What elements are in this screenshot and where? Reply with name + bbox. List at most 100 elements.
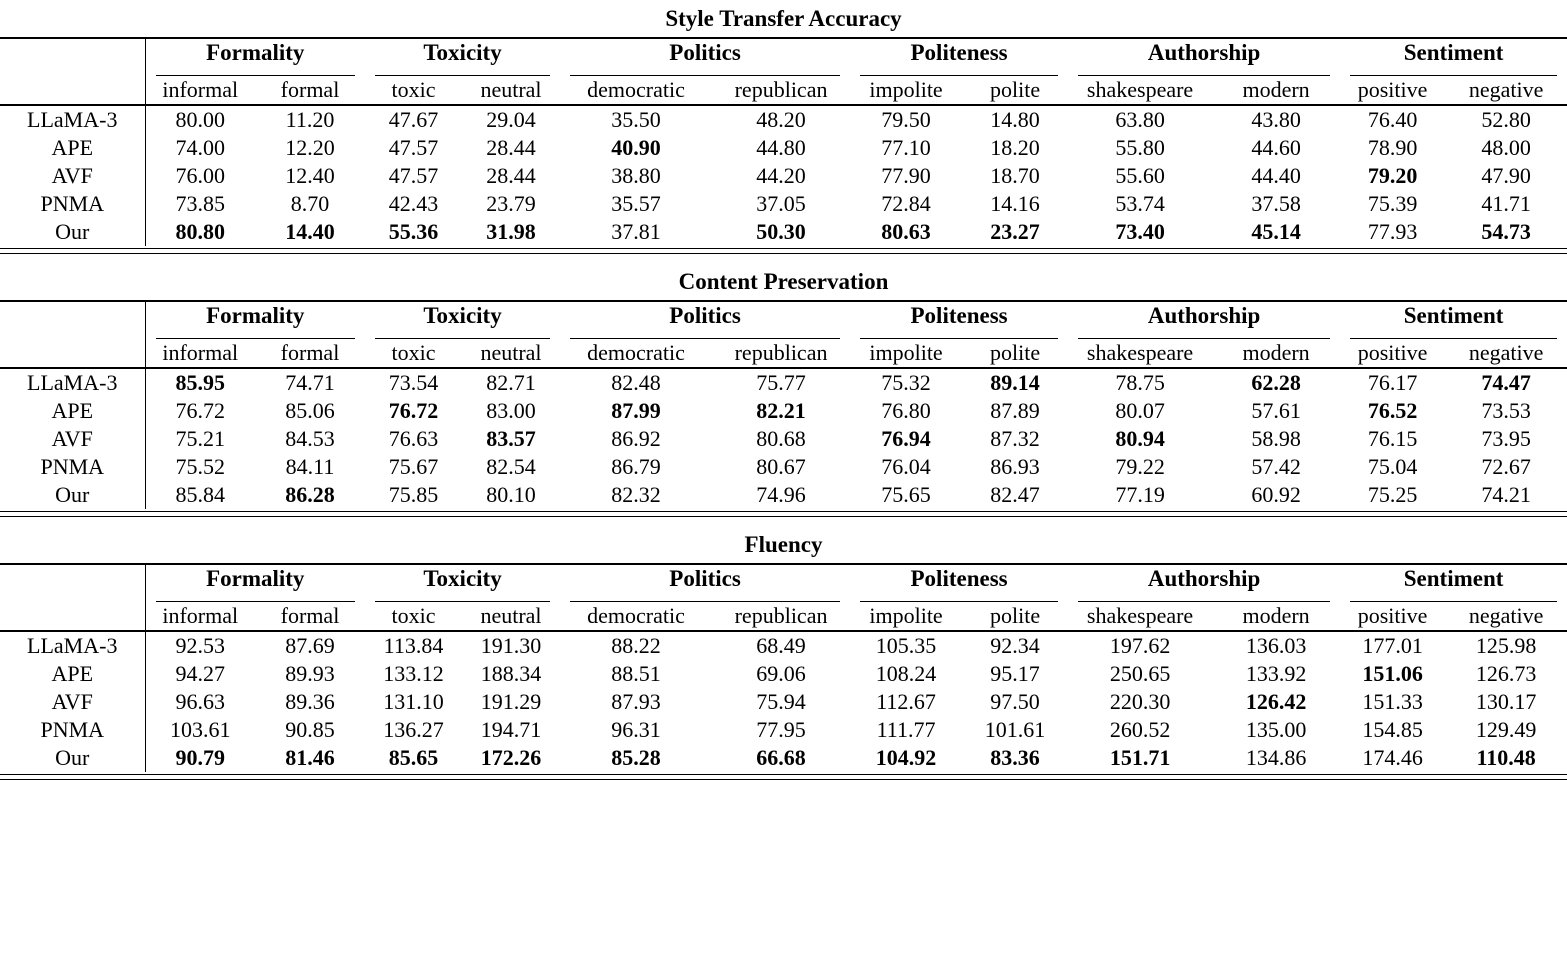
column-group-toxicity: Toxicity xyxy=(365,38,560,76)
column-header-impolite: impolite xyxy=(850,76,963,106)
value-cell: 76.52 xyxy=(1367,398,1418,423)
value-cell: 174.46 xyxy=(1362,745,1423,770)
value-cell: 76.04 xyxy=(881,454,931,479)
value-cell: 75.52 xyxy=(175,454,226,479)
value-cell: 53.74 xyxy=(1115,191,1165,216)
value-cell: 85.65 xyxy=(388,745,439,770)
value-cell: 177.01 xyxy=(1362,633,1423,658)
column-header-neutral: neutral xyxy=(462,339,561,369)
table-row-avf: AVF 76.00 12.40 47.57 28.44 38.80 44.20 77.90 18… xyxy=(0,162,1567,190)
value-cell: 110.48 xyxy=(1476,745,1536,770)
value-cell: 69.06 xyxy=(756,661,806,686)
value-cell: 105.35 xyxy=(875,633,937,658)
value-cell: 76.80 xyxy=(881,398,931,423)
value-cell: 76.72 xyxy=(388,398,439,423)
value-cell: 104.92 xyxy=(875,745,937,770)
row-label: PNMA xyxy=(0,190,146,218)
value-cell: 44.20 xyxy=(756,163,806,188)
column-header-positive: positive xyxy=(1340,602,1446,632)
column-group-label: Politeness xyxy=(860,39,1059,76)
stub-cell xyxy=(0,38,146,76)
value-cell: 47.67 xyxy=(388,107,439,132)
group-header-row: Formality Toxicity Politics Politeness Autho… xyxy=(0,564,1567,602)
value-cell: 35.50 xyxy=(611,107,661,132)
value-cell: 45.14 xyxy=(1251,219,1301,244)
value-cell: 134.86 xyxy=(1245,745,1307,770)
value-cell: 48.20 xyxy=(756,107,806,132)
value-cell: 77.95 xyxy=(756,717,806,742)
value-cell: 85.95 xyxy=(175,370,226,395)
row-label: LLaMA-3 xyxy=(0,368,146,397)
table-row-our: Our 80.80 14.40 55.36 31.98 37.81 50.30 80.63 23… xyxy=(0,218,1567,246)
row-label: APE xyxy=(0,397,146,425)
column-group-label: Authorship xyxy=(1078,39,1331,76)
value-cell: 28.44 xyxy=(486,135,536,160)
value-cell: 84.11 xyxy=(285,454,335,479)
style-transfer-accuracy-section: Style Transfer Accuracy Formality Toxicit… xyxy=(0,0,1567,254)
value-cell: 80.00 xyxy=(175,107,226,132)
subheader-row: informal formal toxic neutral democratic repu… xyxy=(0,339,1567,369)
column-header-democratic: democratic xyxy=(560,602,713,632)
column-header-toxic: toxic xyxy=(365,339,463,369)
value-cell: 101.61 xyxy=(984,717,1046,742)
value-cell: 90.79 xyxy=(175,745,226,770)
column-header-polite: polite xyxy=(962,76,1069,106)
value-cell: 75.85 xyxy=(388,482,439,507)
value-cell: 75.67 xyxy=(388,454,439,479)
row-label: PNMA xyxy=(0,716,146,744)
value-cell: 131.10 xyxy=(383,689,444,714)
column-group-label: Toxicity xyxy=(375,39,551,76)
column-group-toxicity: Toxicity xyxy=(365,564,560,602)
value-cell: 88.51 xyxy=(611,661,661,686)
value-cell: 154.85 xyxy=(1362,717,1423,742)
column-header-democratic: democratic xyxy=(560,76,713,106)
value-cell: 126.42 xyxy=(1245,689,1307,714)
column-header-toxic: toxic xyxy=(365,602,463,632)
column-header-informal: informal xyxy=(145,339,255,369)
double-rule xyxy=(0,511,1567,517)
value-cell: 55.80 xyxy=(1115,135,1165,160)
column-header-formal: formal xyxy=(255,339,366,369)
subheader-row: informal formal toxic neutral democratic repu… xyxy=(0,602,1567,632)
column-header-republican: republican xyxy=(712,602,851,632)
group-header-row: Formality Toxicity Politics Politeness Autho… xyxy=(0,38,1567,76)
row-label: AVF xyxy=(0,162,146,190)
content-preservation-section: Content Preservation Formality Toxicity Po… xyxy=(0,254,1567,517)
value-cell: 75.21 xyxy=(175,426,226,451)
value-cell: 191.29 xyxy=(480,689,542,714)
column-header-modern: modern xyxy=(1212,339,1341,369)
value-cell: 136.03 xyxy=(1245,633,1307,658)
column-group-label: Formality xyxy=(155,302,356,339)
value-cell: 220.30 xyxy=(1109,689,1171,714)
value-cell: 188.34 xyxy=(480,661,542,686)
table-row-ape: APE 94.27 89.93 133.12 188.34 88.51 69.06 108.2… xyxy=(0,660,1567,688)
value-cell: 82.21 xyxy=(756,398,806,423)
column-group-label: Authorship xyxy=(1078,302,1331,339)
value-cell: 89.93 xyxy=(285,661,335,686)
value-cell: 89.14 xyxy=(990,370,1040,395)
table-row-avf: AVF 75.21 84.53 76.63 83.57 86.92 80.68 76.94 87… xyxy=(0,425,1567,453)
table-row-llama-3: LLaMA-3 85.95 74.71 73.54 82.71 82.48 75.77 75.… xyxy=(0,368,1567,397)
value-cell: 41.71 xyxy=(1481,191,1531,216)
column-header-positive: positive xyxy=(1340,339,1446,369)
value-cell: 96.31 xyxy=(611,717,661,742)
value-cell: 92.34 xyxy=(990,633,1040,658)
value-cell: 76.72 xyxy=(175,398,226,423)
value-cell: 8.70 xyxy=(290,191,330,216)
column-header-informal: informal xyxy=(145,76,255,106)
table-row-ape: APE 74.00 12.20 47.57 28.44 40.90 44.80 77.10 18… xyxy=(0,134,1567,162)
value-cell: 130.17 xyxy=(1475,689,1537,714)
value-cell: 75.25 xyxy=(1367,482,1418,507)
column-header-formal: formal xyxy=(255,602,366,632)
value-cell: 85.06 xyxy=(285,398,335,423)
column-header-shakespeare: shakespeare xyxy=(1068,339,1213,369)
value-cell: 57.61 xyxy=(1251,398,1301,423)
value-cell: 35.57 xyxy=(611,191,661,216)
column-group-sentiment: Sentiment xyxy=(1340,38,1567,76)
column-header-toxic: toxic xyxy=(365,76,463,106)
row-label: Our xyxy=(0,218,146,246)
table-row-pnma: PNMA 73.85 8.70 42.43 23.79 35.57 37.05 72.84 14… xyxy=(0,190,1567,218)
value-cell: 77.19 xyxy=(1115,482,1165,507)
value-cell: 133.92 xyxy=(1245,661,1307,686)
value-cell: 58.98 xyxy=(1251,426,1301,451)
